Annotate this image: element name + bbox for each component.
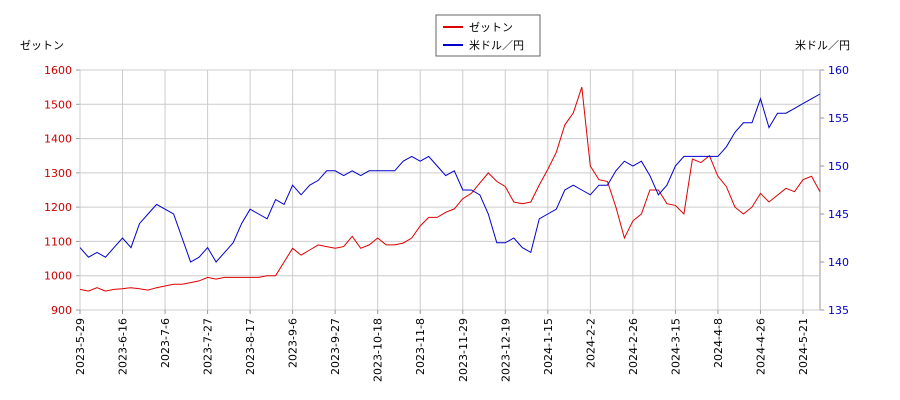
x-tick-label: 2023-12-19 <box>499 318 512 382</box>
x-tick-label: 2024-3-15 <box>669 318 682 375</box>
y-axis-label: ゼットン <box>20 39 64 52</box>
y-tick-label: 1500 <box>44 98 72 111</box>
series-line <box>79 86 821 292</box>
y2-tick-label: 145 <box>828 208 849 221</box>
y-tick-label: 1000 <box>44 270 72 283</box>
x-tick-label: 2023-6-16 <box>117 318 130 375</box>
x-tick-label: 2023-9-27 <box>329 318 342 375</box>
x-tick-label: 2023-9-6 <box>287 318 300 368</box>
x-tick-label: 2024-4-26 <box>754 318 767 375</box>
y2-tick-label: 155 <box>828 112 849 125</box>
y2-tick-label: 150 <box>828 160 849 173</box>
x-tick-label: 2023-5-29 <box>74 318 87 375</box>
x-tick-label: 2024-5-21 <box>797 318 810 375</box>
x-tick-label: 2023-8-17 <box>244 318 257 375</box>
y-tick-label: 1200 <box>44 201 72 214</box>
y2-axis-label: 米ドル／円 <box>795 39 850 52</box>
legend <box>435 14 541 57</box>
series-line <box>79 93 821 263</box>
x-tick-label: 2023-11-29 <box>457 318 470 382</box>
y2-tick-label: 160 <box>828 64 849 77</box>
y-tick-label: 900 <box>51 304 72 317</box>
x-tick-label: 2024-2-26 <box>627 318 640 375</box>
x-tick-label: 2023-10-18 <box>372 318 385 382</box>
y2-tick-label: 135 <box>828 304 849 317</box>
y2-tick-label: 140 <box>828 256 849 269</box>
x-tick-label: 2023-11-8 <box>414 318 427 375</box>
legend-label: 米ドル／円 <box>469 39 524 52</box>
x-tick-label: 2024-4-8 <box>712 318 725 368</box>
y-tick-label: 1600 <box>44 64 72 77</box>
legend-label: ゼットン <box>469 21 513 34</box>
x-tick-label: 2024-2-2 <box>584 318 597 368</box>
plot-area <box>79 69 821 311</box>
y-tick-label: 1100 <box>44 235 72 248</box>
x-tick-label: 2023-7-6 <box>159 318 172 368</box>
y-tick-label: 1400 <box>44 133 72 146</box>
x-tick-label: 2023-7-27 <box>202 318 215 375</box>
y-tick-label: 1300 <box>44 167 72 180</box>
x-tick-label: 2024-1-15 <box>542 318 555 375</box>
